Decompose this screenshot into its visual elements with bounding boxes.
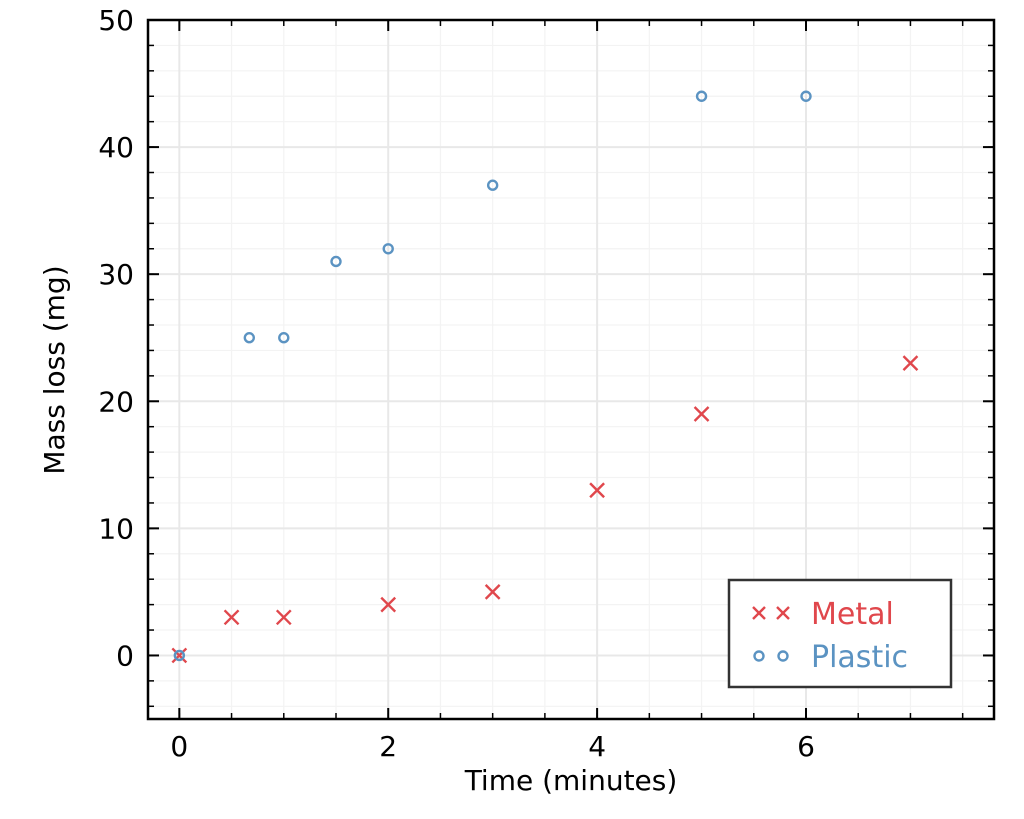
x-tick-label: 6	[797, 730, 815, 763]
metal-point	[484, 584, 501, 600]
tick-labels: 0 2 4 6 0 10 20 30 40 50	[98, 4, 815, 763]
plastic-point	[330, 255, 342, 268]
plastic-point	[173, 649, 186, 662]
legend-label-metal: Metal	[811, 597, 894, 632]
y-tick-label: 0	[116, 639, 134, 672]
y-tick-label: 30	[98, 258, 134, 291]
x-axis-label: Time (minutes)	[464, 764, 678, 797]
plot-frame	[146, 18, 996, 721]
y-axis-label: Mass loss (mg)	[38, 265, 71, 474]
metal-point	[693, 406, 710, 422]
legend-marker-plastic	[753, 650, 765, 662]
y-tick-label: 10	[98, 512, 134, 545]
metal-point	[902, 355, 919, 371]
legend-label-plastic: Plastic	[811, 640, 908, 675]
metal-point	[380, 596, 397, 613]
y-tick-label: 50	[98, 4, 134, 37]
metal-point	[223, 609, 240, 626]
plastic-point	[800, 90, 812, 102]
y-tick-label: 20	[98, 385, 134, 418]
legend: Metal Plastic	[727, 578, 953, 689]
legend-marker-plastic	[777, 650, 789, 662]
x-tick-label: 0	[170, 730, 188, 763]
metal-point	[275, 609, 292, 626]
legend-marker-metal	[776, 606, 790, 620]
plastic-point	[243, 332, 256, 344]
legend-box	[727, 578, 953, 689]
x-tick-label: 4	[588, 730, 606, 763]
legend-marker-metal	[752, 606, 766, 620]
x-tick-label: 2	[379, 730, 397, 763]
plastic-point	[278, 332, 290, 344]
metal-point	[589, 482, 605, 499]
y-tick-label: 40	[98, 131, 134, 164]
plastic-point	[486, 179, 499, 191]
plastic-point	[695, 90, 708, 102]
plastic-point	[382, 243, 394, 255]
data-marks	[171, 90, 919, 664]
metal-point	[171, 647, 188, 664]
